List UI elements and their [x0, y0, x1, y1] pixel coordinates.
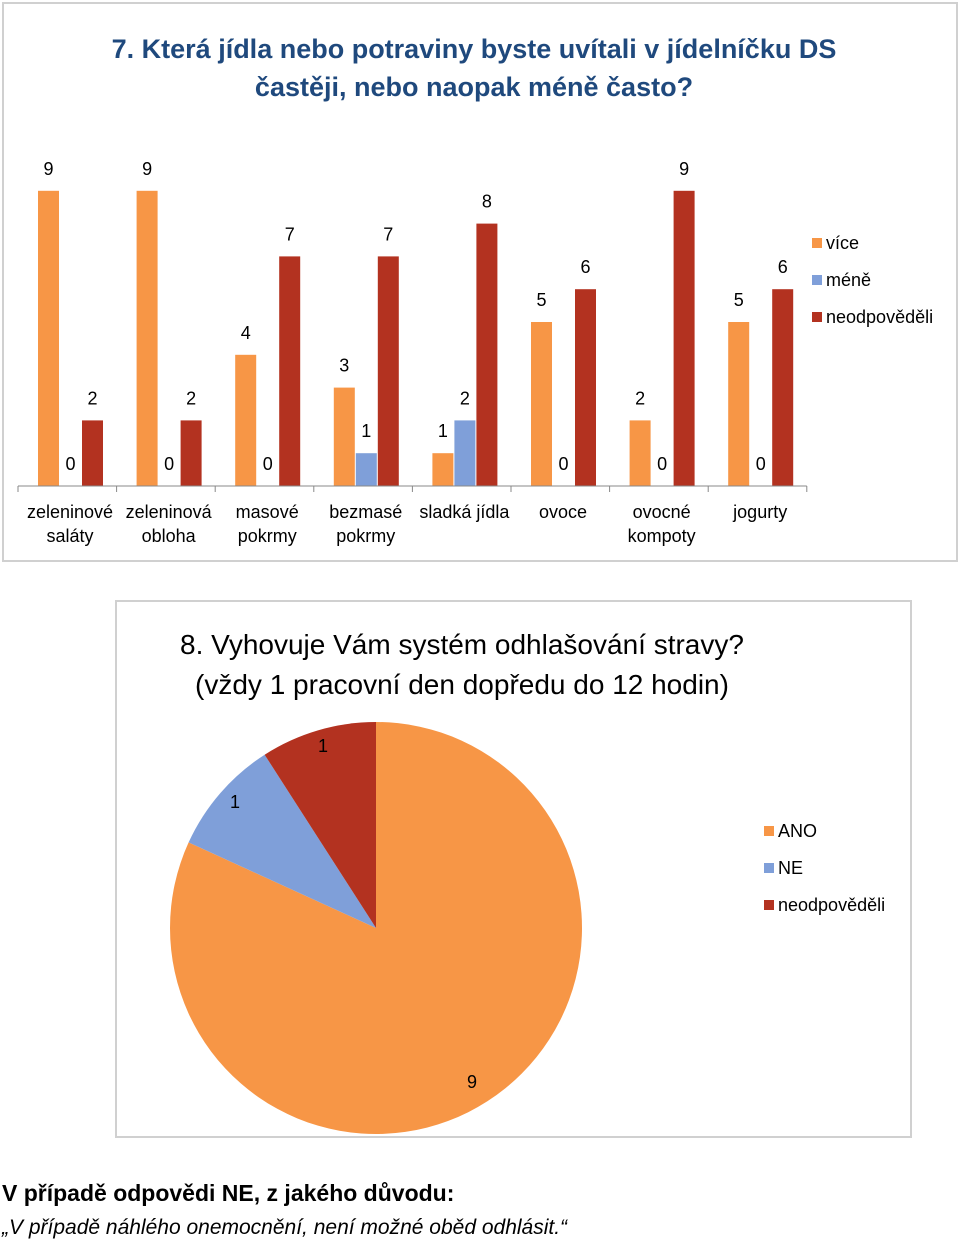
legend-swatch-ANO — [764, 826, 774, 836]
legend-label: neodpověděli — [778, 895, 885, 915]
chart-title-line: 7. Která jídla nebo potraviny byste uvít… — [112, 34, 837, 64]
data-label: 5 — [734, 290, 744, 310]
data-label: 6 — [778, 257, 788, 277]
legend-swatch-NE — [764, 863, 774, 873]
data-label: 7 — [383, 224, 393, 244]
bar-více — [38, 190, 59, 487]
slice-value-label: 1 — [318, 736, 328, 756]
legend-label: neodpověděli — [826, 307, 933, 327]
data-label: 2 — [87, 388, 97, 408]
category-label: sladká jídla — [419, 502, 510, 522]
bar-méně — [355, 453, 377, 486]
bar-více — [333, 387, 355, 486]
data-label: 2 — [186, 388, 196, 408]
chart-title-line: (vždy 1 pracovní den dopředu do 12 hodin… — [195, 669, 729, 700]
data-label: 2 — [460, 388, 470, 408]
data-label: 3 — [339, 356, 349, 376]
bar-více — [629, 420, 651, 486]
bar-více — [235, 354, 257, 486]
category-label: zeleninová — [126, 502, 213, 522]
legend-label: více — [826, 233, 859, 253]
data-label: 7 — [285, 224, 295, 244]
data-label: 2 — [635, 388, 645, 408]
data-label: 8 — [482, 192, 492, 212]
category-label: zeleninové — [27, 502, 113, 522]
bar-více — [728, 322, 750, 486]
data-label: 0 — [263, 454, 273, 474]
category-label: kompoty — [628, 526, 696, 546]
bar-neodpověděli — [180, 420, 202, 486]
data-label: 0 — [164, 454, 174, 474]
chart-title-line: častěji, nebo naopak méně často? — [255, 72, 693, 102]
data-label: 0 — [65, 454, 75, 474]
category-label: ovocné — [633, 502, 691, 522]
data-label: 0 — [657, 454, 667, 474]
bar-neodpověděli — [82, 420, 103, 486]
category-label: jogurty — [732, 502, 787, 522]
category-label: bezmasé — [329, 502, 402, 522]
bar-neodpověděli — [575, 289, 596, 486]
bar-neodpověděli — [377, 256, 399, 486]
pie-slice-NE — [188, 754, 376, 928]
legend-label: méně — [826, 270, 871, 290]
data-label: 4 — [241, 323, 251, 343]
bar-neodpověděli — [476, 223, 498, 486]
legend-swatch-méně — [812, 275, 822, 285]
data-label: 9 — [679, 159, 689, 179]
pie-chart-svg: 8. Vyhovuje Vám systém odhlašování strav… — [169, 629, 885, 1134]
follow-up-answer: „V případě náhlého onemocnění, není možn… — [2, 1216, 568, 1239]
follow-up-question: V případě odpovědi NE, z jakého důvodu: — [2, 1180, 455, 1206]
legend-label: NE — [778, 858, 803, 878]
pie-slice-neodpověděli — [264, 722, 376, 928]
data-label: 9 — [43, 159, 53, 179]
slice-value-label: 9 — [467, 1072, 477, 1092]
data-label: 0 — [558, 454, 568, 474]
data-label: 1 — [361, 421, 371, 441]
bar-neodpověděli — [279, 256, 301, 486]
bar-více — [432, 453, 454, 486]
data-label: 1 — [438, 421, 448, 441]
legend-swatch-více — [812, 238, 822, 248]
bar-méně — [454, 420, 476, 486]
category-label: pokrmy — [336, 526, 395, 546]
legend-swatch-neodpověděli — [764, 900, 774, 910]
category-label: pokrmy — [238, 526, 297, 546]
category-label: masové — [236, 502, 299, 522]
legend-swatch-neodpověděli — [812, 312, 822, 322]
bar-chart-svg: 7. Která jídla nebo potraviny byste uvít… — [17, 34, 933, 546]
slice-value-label: 1 — [230, 792, 240, 812]
category-label: obloha — [142, 526, 197, 546]
bar-neodpověděli — [772, 289, 794, 486]
bar-více — [531, 322, 552, 486]
data-label: 5 — [536, 290, 546, 310]
data-label: 9 — [142, 159, 152, 179]
bar-neodpověděli — [673, 190, 695, 487]
legend-label: ANO — [778, 821, 817, 841]
chart-title-line: 8. Vyhovuje Vám systém odhlašování strav… — [180, 629, 744, 660]
bar-více — [136, 190, 158, 487]
category-label: ovoce — [539, 502, 587, 522]
data-label: 0 — [756, 454, 766, 474]
data-label: 6 — [580, 257, 590, 277]
category-label: saláty — [46, 526, 93, 546]
pie-chart-question-8: 8. Vyhovuje Vám systém odhlašování strav… — [115, 600, 912, 1138]
bar-chart-question-7: 7. Která jídla nebo potraviny byste uvít… — [2, 2, 958, 562]
